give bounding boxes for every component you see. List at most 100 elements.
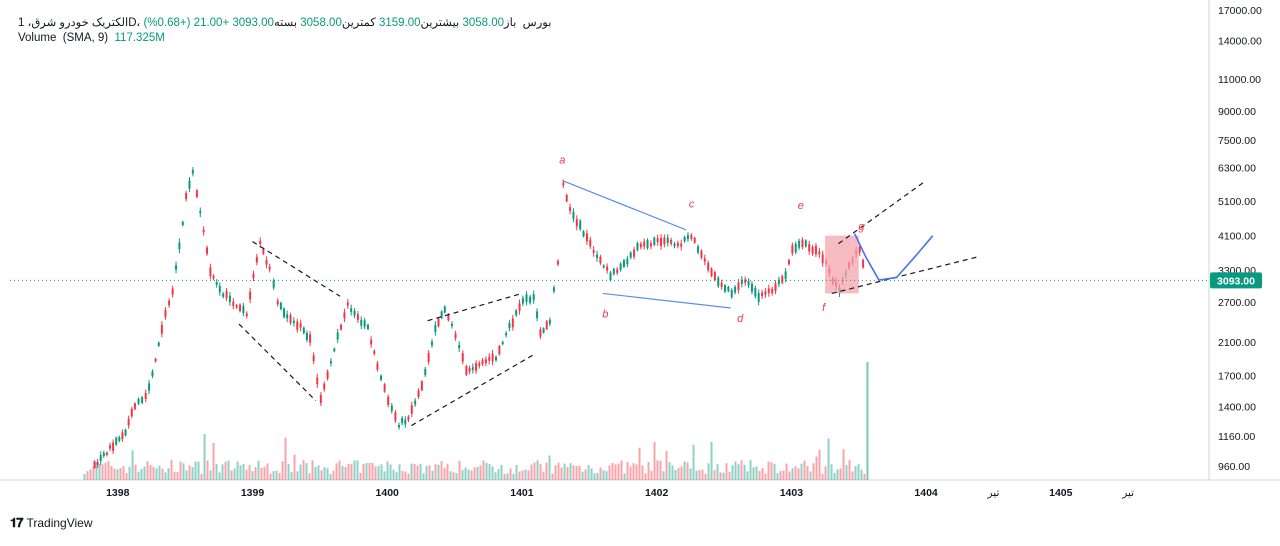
volume-bar — [554, 465, 557, 480]
candle-body — [191, 170, 194, 174]
volume-bar — [608, 465, 611, 480]
volume-bar — [164, 472, 167, 480]
volume-bar — [437, 464, 440, 480]
candle-body — [93, 461, 96, 468]
candle-body — [450, 323, 453, 327]
volume-bar — [647, 462, 650, 480]
candle-body — [471, 367, 474, 370]
volume-bar — [440, 461, 443, 480]
volume-bar — [662, 471, 665, 480]
volume-bar — [803, 460, 806, 480]
volume-bar — [503, 473, 506, 480]
candle-body — [178, 242, 181, 250]
candle-body — [626, 258, 629, 265]
candle-body — [690, 234, 693, 239]
volume-bar — [653, 441, 656, 480]
volume-bar — [785, 463, 788, 480]
volume-bar — [818, 449, 821, 480]
projection-curve — [853, 233, 934, 281]
candle-body — [619, 263, 622, 270]
y-tick-label: 960.00 — [1218, 461, 1250, 473]
tradingview-watermark[interactable]: 𝟏𝟕 TradingView — [10, 515, 93, 531]
volume-bar — [182, 463, 185, 480]
y-tick-label: 4100.00 — [1218, 231, 1256, 243]
candle-body — [112, 442, 115, 451]
volume-bar — [668, 462, 671, 480]
legend-symbol[interactable]: الکتریک خودرو شرق، 1D، بورس — [18, 17, 552, 29]
candle-body — [383, 384, 386, 392]
volume-bar — [266, 463, 269, 480]
volume-label[interactable]: Volume — [18, 32, 57, 44]
candle-body — [552, 287, 555, 292]
volume-bar — [581, 471, 584, 480]
volume-bar — [836, 469, 839, 480]
candle-body — [808, 244, 811, 252]
volume-bar — [320, 470, 323, 480]
candle-body — [387, 396, 390, 406]
volume-bar — [245, 469, 248, 480]
volume-bar — [830, 464, 833, 480]
candle-body — [414, 400, 417, 405]
legend-close-value: 3093.00 — [232, 17, 274, 29]
volume-bar — [269, 473, 272, 480]
candle-body — [283, 308, 286, 318]
volume-bar — [200, 473, 203, 480]
candle-body — [596, 254, 599, 258]
candle-body — [532, 294, 535, 301]
wave-label-d: d — [737, 313, 744, 325]
volume-bar — [692, 444, 695, 480]
candle-body — [373, 351, 376, 354]
volume-bar — [677, 467, 680, 480]
candle-body — [761, 292, 764, 297]
volume-bar — [128, 466, 131, 480]
volume-bar — [413, 463, 416, 480]
volume-bar — [719, 472, 722, 480]
volume-bar — [731, 465, 734, 480]
legend-low-value: 3058.00 — [300, 17, 342, 29]
candle-body — [781, 276, 784, 283]
candle-body — [730, 289, 733, 298]
candle-body — [727, 286, 730, 292]
volume-bar — [635, 464, 638, 480]
y-tick-label: 1700.00 — [1218, 370, 1256, 382]
volume-bar — [470, 470, 473, 480]
x-tick-label: تیر — [1121, 487, 1134, 499]
candle-body — [215, 281, 218, 285]
trendline — [252, 241, 341, 297]
volume-bar — [710, 441, 713, 480]
legend-close-label: بسته — [273, 17, 298, 29]
volume-bar — [650, 470, 653, 480]
candle-body — [420, 381, 423, 391]
volume-bar — [848, 460, 851, 480]
volume-bar — [782, 470, 785, 480]
volume-bar — [500, 465, 503, 480]
volume-bar — [584, 469, 587, 480]
candle-body — [199, 211, 202, 214]
volume-bar — [209, 470, 212, 480]
volume-bar — [206, 460, 209, 480]
volume-bar — [467, 469, 470, 480]
volume-bar — [161, 468, 164, 480]
volume-bar — [341, 465, 344, 480]
volume-bar — [755, 466, 758, 480]
volume-bar — [509, 468, 512, 480]
volume-bar — [353, 460, 356, 480]
trendline — [602, 292, 731, 309]
volume-bar — [722, 472, 725, 480]
trendline — [427, 292, 523, 322]
candle-body — [286, 314, 289, 319]
candle-body — [407, 416, 410, 421]
candle-body — [154, 358, 157, 362]
x-tick-label: 1400 — [376, 487, 400, 499]
volume-bar — [713, 470, 716, 480]
candle-body — [700, 250, 703, 258]
volume-bar — [632, 463, 635, 480]
volume-bar — [797, 468, 800, 480]
volume-bar — [389, 464, 392, 480]
wave-label-f: f — [822, 302, 826, 314]
volume-bar — [482, 460, 485, 480]
volume-bar — [314, 466, 317, 480]
candle-body — [693, 237, 696, 243]
